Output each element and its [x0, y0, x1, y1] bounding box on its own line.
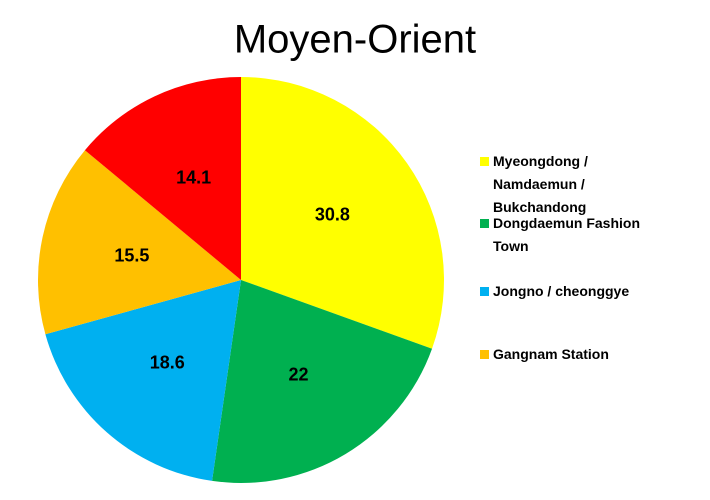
- pie-slice: [212, 280, 433, 483]
- legend-entry: Jongno / cheonggye: [480, 280, 645, 303]
- data-label: 14.1: [176, 168, 211, 188]
- legend-swatch: [480, 350, 489, 359]
- pie-slice: [37, 150, 242, 335]
- data-label: 22: [289, 364, 309, 384]
- legend-entry: Gangnam Station: [480, 343, 645, 366]
- legend-entry: Dongdaemun Fashion Town: [480, 212, 645, 258]
- chart-title: Moyen-Orient: [234, 18, 476, 62]
- data-label: 30.8: [315, 205, 350, 225]
- pie-slice: [84, 77, 241, 280]
- legend-swatch: [480, 219, 489, 228]
- legend-label: Dongdaemun Fashion Town: [493, 215, 640, 254]
- legend-label: Jongno / cheonggye: [493, 283, 630, 299]
- legend-label: Gangnam Station: [493, 346, 609, 362]
- pie-slice: [45, 280, 241, 481]
- legend-swatch: [480, 157, 489, 166]
- legend-label: Myeongdong / Namdaemun / Bukchandong: [493, 153, 588, 215]
- pie-slice: [241, 77, 444, 349]
- legend-entry: Myeongdong / Namdaemun / Bukchandong: [480, 150, 645, 219]
- data-label: 18.6: [150, 353, 185, 373]
- legend-swatch: [480, 287, 489, 296]
- data-label: 15.5: [114, 245, 149, 265]
